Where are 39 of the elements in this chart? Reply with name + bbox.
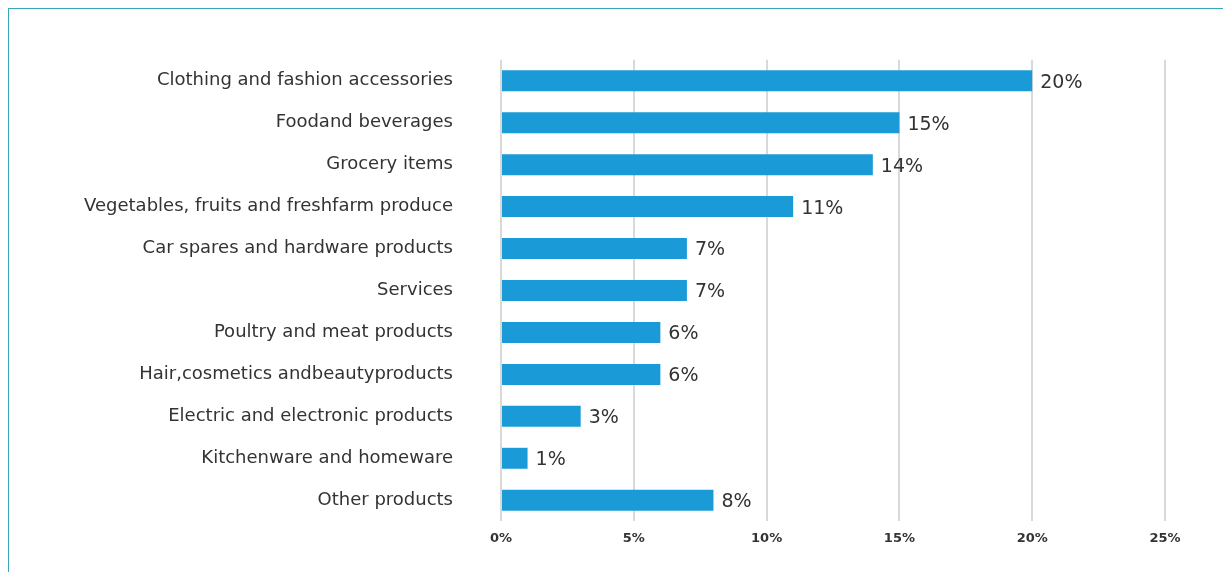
data-label: 14% [880, 153, 924, 176]
y-tick-label: Clothing and fashion accessories [156, 68, 453, 90]
x-tick-label: 15% [883, 530, 915, 546]
y-tick-label: Services [377, 278, 453, 300]
y-tick-label: Vegetables, fruits and freshfarm produce [84, 194, 453, 216]
bar [502, 196, 794, 218]
bar [502, 238, 687, 260]
data-label: 7% [694, 237, 726, 260]
data-label: 7% [694, 279, 726, 302]
bar [502, 447, 528, 469]
data-label: 1% [535, 447, 566, 470]
x-tick-label: 5% [622, 530, 645, 546]
y-tick-label: Foodand beverages [275, 110, 453, 132]
x-tick-label: 20% [1016, 530, 1048, 546]
bar [502, 405, 581, 427]
bar [502, 489, 714, 511]
x-tick-label: 0% [489, 530, 513, 546]
data-label: 6% [668, 363, 699, 386]
y-tick-label: Other products [317, 487, 453, 509]
data-label: 15% [907, 111, 950, 134]
bar [502, 321, 661, 343]
bar [502, 280, 687, 301]
bar [502, 70, 1033, 92]
bar [502, 363, 661, 385]
x-tick-label: 25% [1149, 530, 1181, 546]
data-label: 8% [721, 489, 752, 512]
y-tick-label: Kitchenware and homeware [201, 445, 453, 467]
y-tick-label: Hair,cosmetics andbeautyproducts [139, 362, 453, 384]
x-tick-label: 10% [751, 530, 783, 546]
data-label: 3% [588, 405, 619, 428]
y-tick-label: Grocery items [326, 152, 453, 174]
data-label: 20% [1040, 69, 1083, 92]
bar [502, 154, 873, 176]
y-tick-label: Electric and electronic products [168, 404, 453, 426]
data-label: 11% [801, 195, 844, 218]
data-label: 6% [668, 321, 699, 344]
y-tick-label: Car spares and hardware products [142, 236, 453, 258]
y-tick-label: Poultry and meat products [213, 320, 453, 342]
bar [502, 112, 900, 134]
